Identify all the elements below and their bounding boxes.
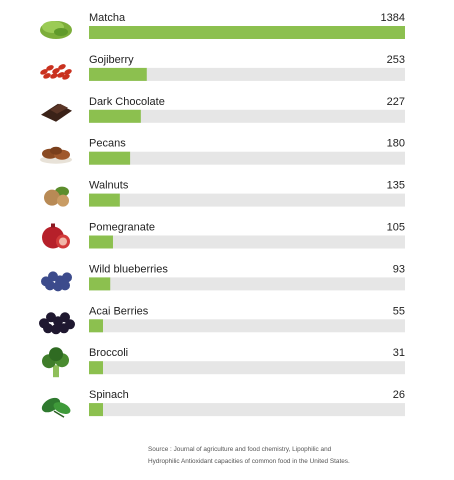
blueberries-icon xyxy=(41,271,72,292)
chart-row: Broccoli 31 xyxy=(42,347,405,378)
bar-track xyxy=(89,109,405,123)
category-label: Pecans xyxy=(89,138,126,150)
source-line-2: Hydrophilic Antioxidant capacities of co… xyxy=(148,458,350,465)
bar xyxy=(89,277,111,291)
acai-berries-icon xyxy=(39,312,75,335)
bar-track xyxy=(89,67,405,81)
value-label: 55 xyxy=(393,305,405,317)
walnuts-icon xyxy=(44,186,69,207)
value-label: 105 xyxy=(387,222,405,234)
bar xyxy=(89,26,405,39)
category-label: Walnuts xyxy=(89,180,129,192)
chart-row: Matcha 1384 xyxy=(40,12,405,39)
gojiberry-icon xyxy=(40,64,72,80)
source-note: Source : Journal of agriculture and food… xyxy=(148,444,408,468)
broccoli-icon xyxy=(42,347,69,378)
value-label: 135 xyxy=(387,180,405,192)
bar-track xyxy=(89,235,405,249)
category-label: Dark Chocolate xyxy=(89,96,165,108)
category-label: Gojiberry xyxy=(89,54,134,66)
chart-row: Dark Chocolate 227 xyxy=(41,96,405,123)
bar xyxy=(89,151,131,165)
category-label: Pomegranate xyxy=(89,222,155,234)
bar xyxy=(89,193,120,207)
category-label: Broccoli xyxy=(89,347,128,359)
bar-track xyxy=(89,193,405,207)
spinach-icon xyxy=(41,397,71,418)
bar xyxy=(89,235,113,249)
bar xyxy=(89,67,147,81)
chart-row: Gojiberry 253 xyxy=(40,54,405,81)
value-label: 180 xyxy=(387,138,405,150)
chart-row: Walnuts 135 xyxy=(44,180,405,207)
value-label: 1384 xyxy=(381,12,405,24)
source-line-1: Source : Journal of agriculture and food… xyxy=(148,446,332,453)
category-label: Wild blueberries xyxy=(89,263,168,275)
bar-track xyxy=(89,319,405,333)
bar-track xyxy=(89,403,405,417)
category-label: Matcha xyxy=(89,12,126,24)
category-label: Acai Berries xyxy=(89,305,149,317)
matcha-powder-icon xyxy=(40,21,72,39)
pomegranate-icon xyxy=(42,223,70,249)
bar xyxy=(89,361,103,375)
chart-row: Wild blueberries 93 xyxy=(41,263,405,292)
chart-row: Acai Berries 55 xyxy=(39,305,405,335)
bar xyxy=(89,319,103,333)
bar-track xyxy=(89,361,405,375)
chart-row: Pecans 180 xyxy=(40,138,405,165)
value-label: 26 xyxy=(393,389,405,401)
chart-row: Spinach 26 xyxy=(41,389,405,418)
value-label: 253 xyxy=(387,54,405,66)
value-label: 31 xyxy=(393,347,405,359)
bar xyxy=(89,403,103,417)
bar-track xyxy=(89,277,405,291)
bar-track xyxy=(89,151,405,165)
value-label: 227 xyxy=(387,96,405,108)
category-label: Spinach xyxy=(89,389,129,401)
dark-chocolate-icon xyxy=(41,103,72,122)
bar xyxy=(89,109,141,123)
value-label: 93 xyxy=(393,263,405,275)
chart-row: Pomegranate 105 xyxy=(42,222,405,249)
pecans-icon xyxy=(40,146,72,164)
